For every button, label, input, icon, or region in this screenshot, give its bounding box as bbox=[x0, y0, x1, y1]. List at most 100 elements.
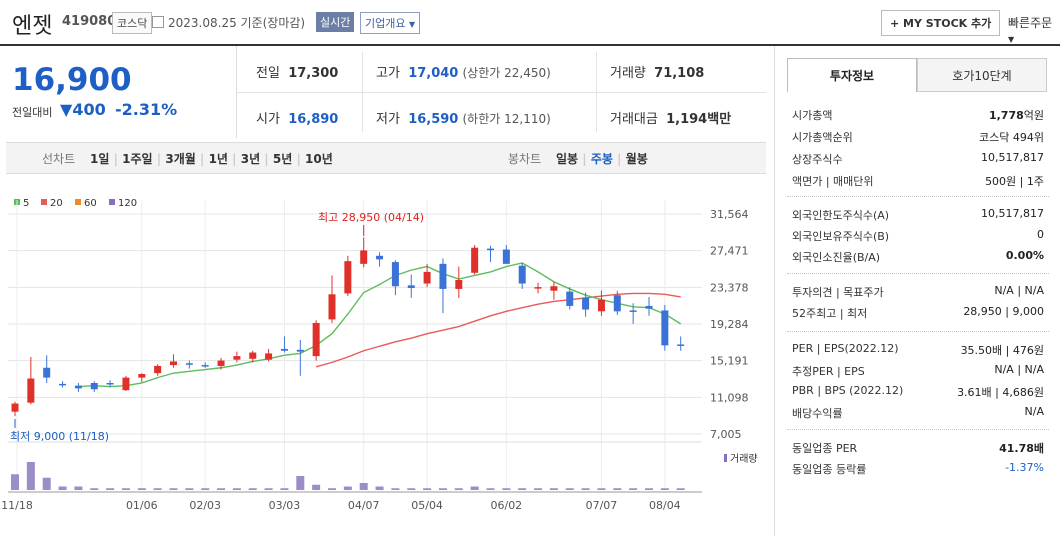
volume-bar bbox=[74, 486, 83, 490]
prev-close-label: 전일 bbox=[256, 66, 280, 81]
chevron-down-icon: ▼ bbox=[1008, 35, 1015, 44]
calendar-icon bbox=[152, 16, 164, 28]
line-chart-label: 선차트 bbox=[42, 152, 76, 166]
volume-bar bbox=[629, 488, 638, 490]
realtime-button[interactable]: 실시간 bbox=[316, 12, 355, 32]
volume-bar bbox=[565, 488, 574, 490]
info-label: 외국인보유주식수(B) bbox=[792, 230, 890, 243]
info-value: 500원 | 1주 bbox=[985, 175, 1044, 188]
trade-amount-label: 거래대금 bbox=[610, 112, 658, 127]
quote-divider bbox=[596, 52, 597, 132]
volume-bar bbox=[676, 488, 685, 490]
market-badge: 코스닥 bbox=[112, 12, 153, 34]
volume-bar bbox=[90, 488, 99, 490]
low-annotation: 최저 9,000 (11/18) bbox=[10, 430, 109, 443]
period-10y[interactable]: 10년 bbox=[305, 152, 333, 166]
candle-body bbox=[59, 383, 67, 386]
candle-daily[interactable]: 일봉 bbox=[556, 152, 579, 166]
candle-body bbox=[11, 403, 19, 412]
volume-bar bbox=[359, 483, 368, 490]
trade-amount-value: 1,194 bbox=[666, 112, 708, 127]
volume-bar bbox=[217, 488, 226, 490]
x-tick-label: 02/03 bbox=[189, 499, 221, 512]
quick-order-link[interactable]: 빠른주문 ▼ bbox=[1008, 14, 1060, 45]
volume-bar bbox=[597, 488, 606, 490]
info-label: 외국인한도주식수(A) bbox=[792, 209, 890, 222]
volume-bar bbox=[343, 486, 352, 490]
period-3m[interactable]: 3개월 bbox=[165, 152, 196, 166]
volume-legend-label: 거래량 bbox=[730, 453, 758, 465]
volume-bar bbox=[11, 474, 19, 490]
volume-bar bbox=[438, 488, 447, 490]
info-label: 투자의견 | 목표주가 bbox=[792, 286, 884, 299]
x-tick-label: 01/06 bbox=[126, 499, 158, 512]
candle-body bbox=[439, 263, 447, 289]
volume-bar bbox=[391, 488, 400, 490]
candle-body bbox=[265, 353, 273, 360]
x-tick-label: 07/07 bbox=[586, 499, 618, 512]
info-value: 3.61배 | 4,686원 bbox=[957, 386, 1044, 399]
candle-weekly[interactable]: 주봉 bbox=[590, 152, 613, 166]
volume-bar bbox=[660, 488, 669, 490]
candle-chart-label: 봉차트 bbox=[508, 152, 542, 166]
price-chart[interactable]: 5 20 60 120 31,564 27,471 23,378 19,284 15,191 11… bbox=[0, 190, 770, 536]
info-value: 35.50배 | 476원 bbox=[960, 344, 1044, 357]
low-label: 저가 bbox=[376, 112, 400, 127]
volume-bar bbox=[58, 486, 67, 490]
volume-legend-swatch bbox=[724, 454, 727, 462]
volume-bar bbox=[42, 477, 51, 490]
volume-bar bbox=[549, 488, 558, 490]
candle-body bbox=[280, 348, 288, 351]
candle-body bbox=[661, 310, 669, 346]
change-amount: 400 bbox=[72, 100, 106, 119]
chevron-down-icon: ▼ bbox=[408, 20, 416, 29]
candle-body bbox=[597, 299, 605, 312]
candle-body bbox=[138, 374, 146, 378]
y-tick-label: 27,471 bbox=[710, 245, 749, 258]
company-overview-dropdown[interactable]: 기업개요 ▼ bbox=[360, 12, 421, 34]
volume-bar bbox=[645, 488, 653, 490]
candle-monthly[interactable]: 월봉 bbox=[625, 152, 648, 166]
volume-bar bbox=[454, 488, 463, 490]
stock-code: 419080 bbox=[62, 14, 117, 29]
info-label: 시가총액 bbox=[792, 109, 833, 122]
info-value: 1,778억원 bbox=[988, 109, 1044, 122]
candle-body bbox=[391, 262, 399, 287]
info-label: 52주최고 | 최저 bbox=[792, 307, 868, 320]
high-value: 17,040 bbox=[408, 66, 459, 81]
volume-bar bbox=[185, 488, 194, 490]
date-text: 2023.08.25 기준(장마감) bbox=[168, 16, 306, 30]
info-divider bbox=[787, 429, 1049, 430]
ma5-line bbox=[78, 262, 682, 388]
period-1w[interactable]: 1주일 bbox=[122, 152, 153, 166]
candle-body bbox=[122, 377, 130, 391]
info-value: 10,517,817 bbox=[981, 207, 1044, 220]
trade-amount: 거래대금 1,194백만 bbox=[610, 108, 731, 127]
add-mystock-button[interactable]: + MY STOCK 추가 bbox=[881, 10, 1001, 36]
tab-order-book[interactable]: 호가10단계 bbox=[917, 58, 1047, 92]
candle-body bbox=[217, 360, 225, 366]
volume: 거래량 71,108 bbox=[610, 62, 704, 81]
x-tick-label: 11/18 bbox=[1, 499, 33, 512]
candle-body bbox=[502, 249, 510, 264]
volume-label: 거래량 bbox=[610, 66, 646, 81]
period-3y[interactable]: 3년 bbox=[240, 152, 261, 166]
volume-bar bbox=[518, 488, 527, 490]
tab-investment-info[interactable]: 투자정보 bbox=[787, 58, 917, 92]
volume-bar bbox=[328, 488, 336, 490]
period-1y[interactable]: 1년 bbox=[208, 152, 228, 166]
stock-name: 엔젯 bbox=[12, 14, 53, 39]
info-divider bbox=[787, 273, 1049, 274]
period-5y[interactable]: 5년 bbox=[272, 152, 293, 166]
period-1d[interactable]: 1일 bbox=[90, 152, 110, 166]
prev-close-value: 17,300 bbox=[288, 66, 339, 81]
y-tick-label: 31,564 bbox=[710, 208, 749, 221]
candle-body bbox=[534, 287, 542, 289]
quote-divider bbox=[362, 52, 363, 132]
info-label: 액면가 | 매매단위 bbox=[792, 175, 874, 188]
y-tick-label: 11,098 bbox=[710, 391, 749, 404]
volume-bar bbox=[169, 488, 178, 490]
volume-bar bbox=[613, 488, 622, 490]
info-label: 추정PER | EPS bbox=[792, 365, 865, 378]
high-price: 고가 17,040 (상한가 22,450) bbox=[376, 62, 551, 81]
